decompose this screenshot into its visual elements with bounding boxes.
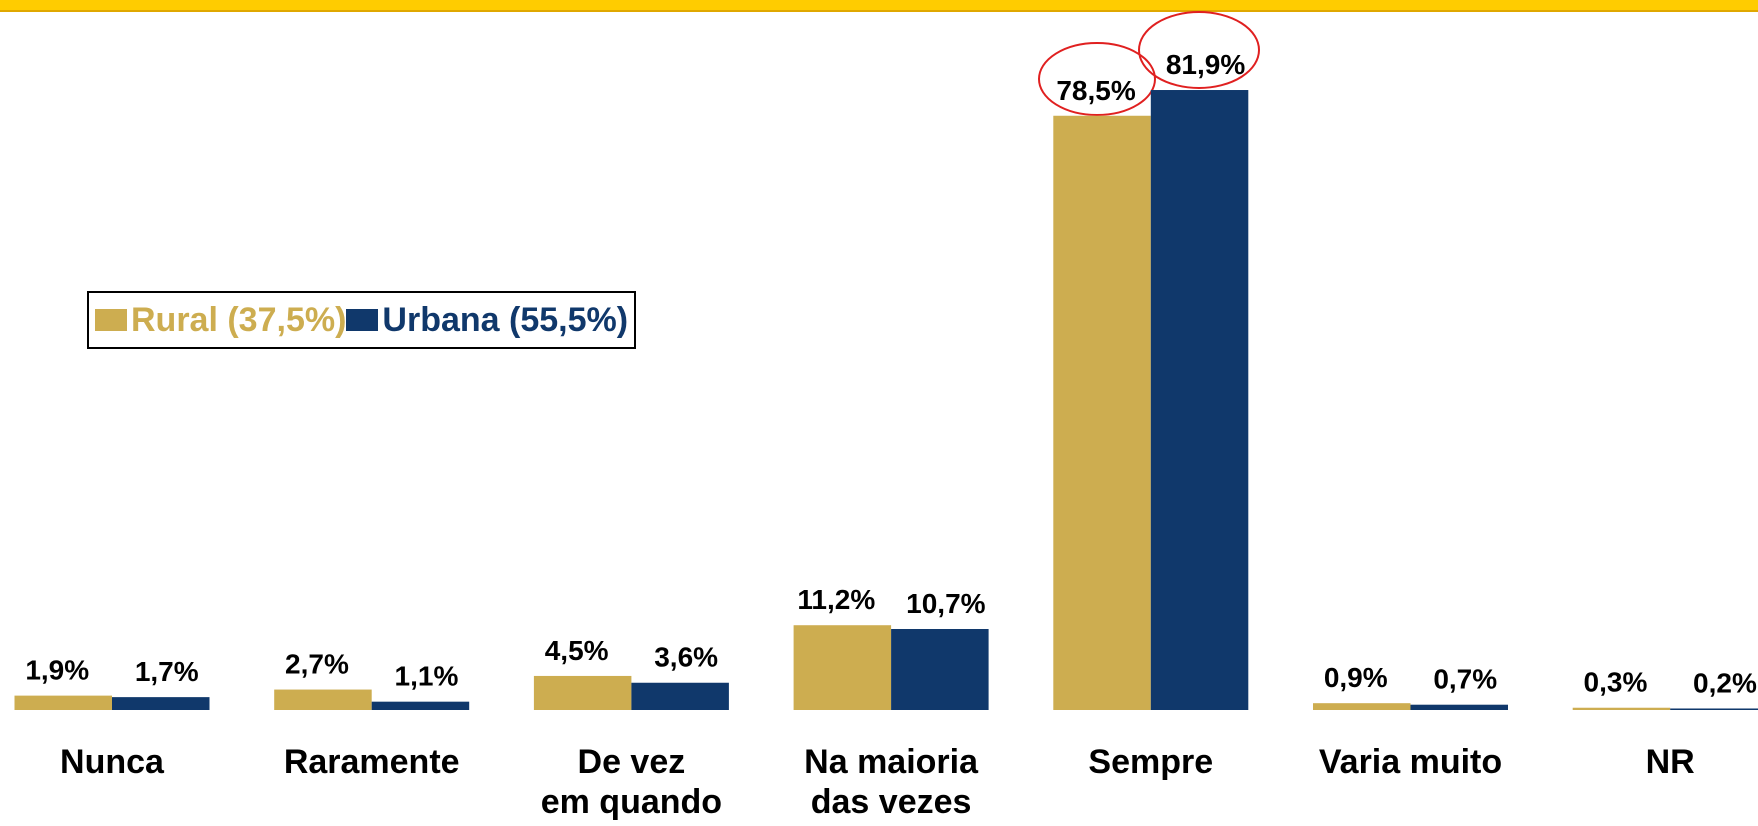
value-label: 0,2% xyxy=(1693,667,1757,698)
value-label: 11,2% xyxy=(797,584,875,615)
legend-swatch xyxy=(346,309,379,331)
category-label: Na maioria das vezes xyxy=(804,743,979,821)
category-label: Varia muito xyxy=(1318,743,1503,781)
bar xyxy=(793,625,892,710)
bar xyxy=(14,695,112,710)
value-label: 0,3% xyxy=(1584,667,1648,698)
category-label: De vez em quando xyxy=(540,743,723,821)
value-label: 81,9% xyxy=(1166,49,1245,80)
category-label: NR xyxy=(1645,743,1695,781)
value-label: 0,7% xyxy=(1433,664,1497,695)
legend-label: Rural (37,5%) xyxy=(131,300,347,339)
bar xyxy=(274,689,372,710)
legend: Rural (37,5%) Urbana (55,5%) xyxy=(87,291,637,349)
value-label: 78,5% xyxy=(1056,75,1135,106)
highlight-ellipse xyxy=(1038,42,1156,116)
legend-item: Rural (37,5%) xyxy=(95,301,346,340)
bar xyxy=(371,701,470,710)
value-label: 3,6% xyxy=(654,642,718,673)
value-label: 4,5% xyxy=(545,635,609,666)
category-label: Sempre xyxy=(1088,743,1214,781)
category-label: Raramente xyxy=(283,743,460,781)
bar xyxy=(1053,115,1151,710)
legend-swatch xyxy=(95,309,127,331)
value-label: 10,7% xyxy=(906,588,985,619)
bar xyxy=(1572,707,1671,710)
bar xyxy=(1150,90,1249,711)
value-label: 2,7% xyxy=(285,649,349,680)
highlight-ellipse xyxy=(1138,11,1260,89)
value-label: 0,9% xyxy=(1324,662,1388,693)
bar xyxy=(631,682,729,710)
value-label: 1,7% xyxy=(135,656,199,687)
category-label: Nunca xyxy=(60,743,164,781)
bar xyxy=(1410,704,1508,710)
value-label: 1,9% xyxy=(25,655,89,686)
bar xyxy=(1313,703,1411,710)
legend-label: Urbana (55,5%) xyxy=(382,300,629,339)
bar xyxy=(112,697,210,710)
legend-item: Urbana (55,5%) xyxy=(346,301,628,340)
top-bar xyxy=(0,0,1758,12)
value-label: 1,1% xyxy=(395,661,459,692)
bar xyxy=(533,675,632,710)
bar xyxy=(891,629,989,710)
bar xyxy=(1670,708,1758,710)
